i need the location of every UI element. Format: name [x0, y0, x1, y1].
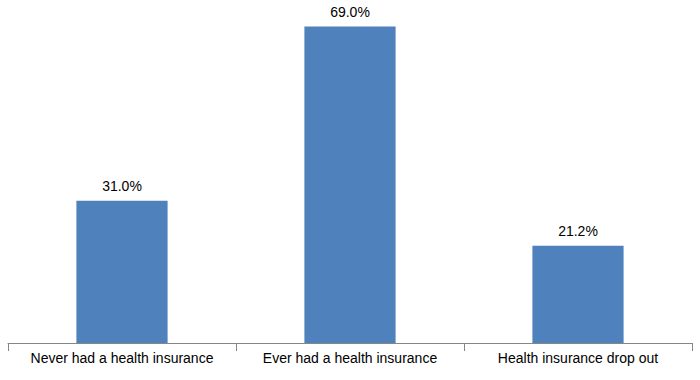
- svg-text:69.0%: 69.0%: [330, 4, 370, 20]
- svg-text:21.2%: 21.2%: [558, 223, 598, 239]
- svg-text:Never had a health insurance: Never had a health insurance: [31, 350, 214, 366]
- svg-text:Health insurance drop out: Health insurance drop out: [498, 350, 658, 366]
- svg-text:Ever had a health insurance: Ever had a health insurance: [263, 350, 438, 366]
- svg-text:31.0%: 31.0%: [102, 178, 142, 194]
